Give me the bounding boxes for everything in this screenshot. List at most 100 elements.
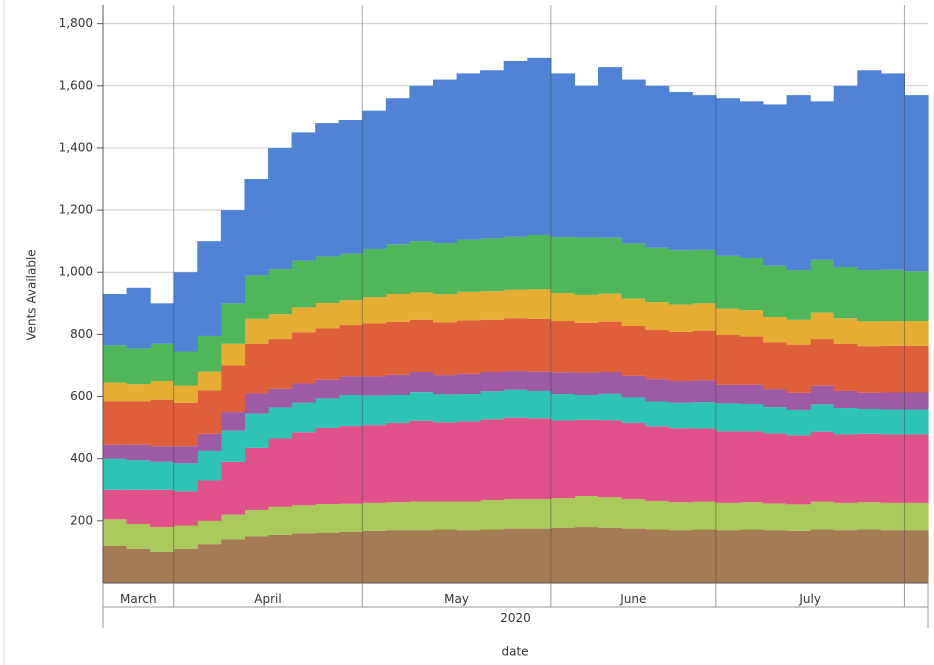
bar-segment — [456, 530, 481, 583]
bar-segment — [574, 419, 599, 496]
bar-segment — [338, 503, 363, 532]
y-tick-label: 200 — [70, 513, 93, 527]
bar-segment — [291, 383, 316, 403]
bar-segment — [244, 343, 269, 394]
bar-segment — [173, 385, 198, 403]
bar-segment — [268, 407, 293, 439]
bar-segment — [598, 293, 623, 322]
bar-segment — [362, 297, 387, 324]
bar-segment — [763, 265, 788, 317]
bar-segment — [904, 345, 929, 393]
bar-segment — [527, 57, 552, 235]
bar-segment — [456, 501, 481, 531]
bar-segment — [338, 426, 363, 504]
bar-segment — [103, 401, 128, 445]
bar-segment — [362, 110, 387, 249]
bar-segment — [244, 536, 269, 583]
bar-segment — [904, 530, 929, 583]
bar-segment — [385, 98, 411, 245]
bar-segment — [197, 450, 222, 481]
bar-segment — [268, 339, 293, 389]
bar-segment — [433, 394, 458, 423]
bar-segment — [150, 446, 175, 462]
bar-segment — [763, 407, 788, 434]
bar-segment — [645, 500, 670, 530]
bar-segment — [291, 533, 316, 583]
bar-segment — [880, 530, 906, 583]
bar-segment — [197, 520, 222, 545]
bar-segment — [904, 434, 929, 503]
bar-segment — [385, 374, 411, 395]
bar-segment — [550, 73, 576, 238]
bar-segment — [315, 504, 340, 533]
bar-segment — [173, 463, 198, 492]
bar-segment — [385, 422, 411, 503]
bar-segment — [810, 385, 835, 405]
bar-segment — [527, 289, 552, 319]
bar-segment — [621, 298, 646, 327]
bar-segment — [456, 73, 481, 240]
bar-segment — [527, 318, 552, 372]
bar-segment — [880, 409, 906, 435]
bar-segment — [244, 509, 269, 537]
bar-segment — [527, 499, 552, 529]
bar-segment — [692, 330, 717, 381]
bar-segment — [173, 491, 198, 526]
bar-segment — [715, 384, 741, 404]
bar-segment — [103, 545, 128, 583]
year-label: 2020 — [500, 611, 531, 625]
bar-segment — [739, 431, 764, 503]
bar-segment — [385, 294, 411, 322]
bar-segment — [810, 431, 835, 502]
bar-segment — [433, 294, 458, 323]
bar-segment — [126, 523, 151, 549]
bar-segment — [338, 394, 363, 427]
bar-segment — [315, 123, 340, 257]
bar-segment — [645, 426, 670, 501]
bar-segment — [103, 458, 128, 490]
bar-segment — [598, 67, 623, 238]
bar-segment — [739, 404, 764, 432]
bar-segment — [833, 343, 858, 391]
bar-segment — [291, 402, 316, 433]
bar-segment — [315, 256, 340, 304]
bar-segment — [857, 392, 882, 409]
bar-segment — [150, 461, 175, 490]
bar-segment — [338, 253, 363, 301]
y-tick-label: 400 — [70, 451, 93, 465]
bar-segment — [433, 375, 458, 395]
bar-segment — [409, 371, 434, 393]
bar-segment — [810, 312, 835, 340]
bar-segment — [904, 321, 929, 346]
bar-segment — [715, 431, 741, 503]
bar-segment — [150, 343, 175, 382]
month-label: April — [254, 592, 281, 606]
bar-segment — [409, 420, 434, 502]
bar-segment — [810, 501, 835, 530]
bar-segment — [103, 489, 128, 520]
bar-segment — [362, 248, 387, 298]
bar-segment — [126, 287, 151, 349]
bar-segment — [173, 525, 198, 549]
bar-segment — [550, 527, 576, 583]
bar-segment — [197, 241, 222, 336]
bar-segment — [598, 321, 623, 372]
bar-segment — [574, 237, 599, 295]
bar-segment — [763, 104, 788, 266]
plot-area — [102, 5, 929, 583]
month-label: June — [619, 592, 646, 606]
bar-segment — [150, 303, 175, 344]
bar-segment — [810, 339, 835, 386]
bar-segment — [197, 480, 222, 521]
bar-segment — [480, 319, 505, 372]
bar-segment — [621, 375, 646, 398]
bar-segment — [904, 392, 929, 410]
bar-segment — [409, 85, 434, 242]
bar-segment — [621, 397, 646, 423]
bar-segment — [692, 95, 717, 250]
bar-segment — [786, 319, 811, 345]
bar-segment — [244, 179, 269, 276]
bar-segment — [362, 323, 387, 377]
bar-segment — [692, 380, 717, 403]
bar-segment — [315, 379, 340, 399]
